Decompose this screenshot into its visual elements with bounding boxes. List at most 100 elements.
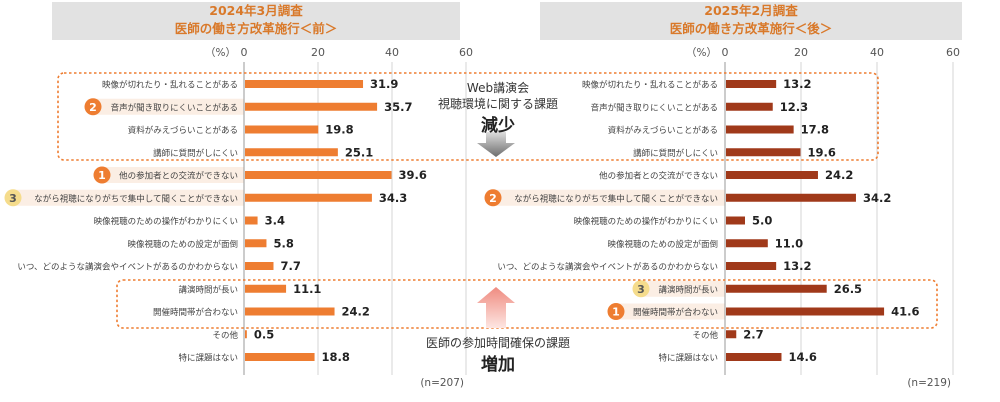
before-category-label: 映像視聴のための操作がわかりにくい	[94, 216, 238, 227]
after-value-label: 11.0	[775, 236, 803, 250]
before-value-label: 39.6	[399, 168, 427, 182]
before-category-label: 他の参加者との交流ができない	[119, 171, 238, 182]
before-rank-number: 1	[98, 169, 106, 182]
after-category-label: いつ、どのような講演会やイベントがあるのかわからない	[497, 262, 718, 273]
after-category-label: 映像視聴のための操作がわかりにくい	[574, 216, 718, 227]
after-bar	[726, 148, 801, 157]
before-category-label: いつ、どのような講演会やイベントがあるのかわからない	[17, 262, 238, 273]
after-value-label: 26.5	[834, 282, 862, 296]
after-bar	[726, 216, 745, 225]
before-value-label: 24.2	[342, 305, 370, 319]
before-value-label: 25.1	[345, 145, 373, 159]
before-value-label: 11.1	[293, 282, 321, 296]
before-value-label: 7.7	[280, 259, 300, 273]
top-issue-group-box	[57, 72, 879, 161]
after-bar	[726, 102, 773, 111]
before-value-label: 34.3	[379, 191, 407, 205]
before-row-highlight	[92, 98, 244, 115]
after-category-label: ながら視聴になりがちで集中して聞くことができない	[514, 193, 718, 204]
decrease-arrow-icon	[477, 132, 515, 157]
after-category-label: 講演時間が長い	[658, 284, 718, 295]
after-category-label: 音声が聞き取りにくいことがある	[591, 102, 718, 113]
after-bar	[726, 330, 737, 339]
before-bar	[245, 148, 338, 157]
top-annotation-line1: Web講演会	[466, 81, 530, 95]
after-row-highlight	[492, 189, 725, 206]
left-panel-header: 2024年3月調査 医師の働き方改革施行＜前＞	[52, 2, 460, 40]
before-bar	[245, 262, 274, 270]
after-rank-number: 3	[637, 283, 645, 296]
after-bar	[726, 284, 827, 293]
before-bar	[245, 171, 392, 179]
left-survey-subtitle: 医師の働き方改革施行＜前＞	[174, 21, 338, 36]
after-value-label: 19.6	[807, 145, 835, 159]
before-category-label: 特に課題はない	[178, 353, 238, 364]
after-value-label: 13.2	[783, 77, 811, 91]
before-category-label: ながら視聴になりがちで集中して聞くことができない	[34, 193, 238, 204]
before-category-label: 映像視聴のための設定が面倒	[127, 239, 238, 250]
before-category-label: 音声が聞き取りにくいことがある	[111, 102, 238, 113]
before-category-label: 開催時間帯が合わない	[153, 307, 238, 318]
right-survey-date: 2025年2月調査	[704, 3, 798, 18]
after-bar	[726, 307, 885, 316]
before-category-label: 講演時間が長い	[178, 284, 238, 295]
before-bar	[245, 193, 372, 202]
after-value-label: 12.3	[780, 100, 808, 114]
before-value-label: 0.5	[254, 327, 274, 341]
after-rank-number: 2	[489, 192, 497, 205]
after-value-label: 34.2	[863, 191, 891, 205]
after-bar	[726, 353, 782, 361]
before-bar	[245, 307, 335, 316]
before-bar	[245, 216, 258, 225]
increase-arrow-icon	[477, 287, 515, 328]
before-sample-size: (n=207)	[420, 377, 464, 389]
bottom-annotation-line1: 医師の参加時間確保の課題	[425, 336, 570, 350]
after-unit-label: （%）	[686, 47, 717, 59]
after-value-label: 2.7	[743, 327, 763, 341]
after-value-label: 14.6	[788, 350, 816, 364]
after-category-label: その他	[692, 330, 718, 341]
before-rank-badge	[4, 189, 22, 207]
bottom-issue-group-box	[116, 279, 938, 329]
top-annotation-decrease: 減少	[481, 116, 515, 136]
before-row-highlight	[12, 189, 244, 206]
before-bar	[245, 284, 287, 293]
before-tick-label: 40	[385, 46, 399, 59]
after-category-label: 特に課題はない	[658, 353, 718, 364]
before-rank-number: 3	[9, 192, 17, 205]
before-rank-badge	[93, 166, 111, 184]
after-bar	[726, 80, 777, 88]
after-rank-badge	[632, 280, 650, 298]
right-panel-header: 2025年2月調査 医師の働き方改革施行＜後＞	[540, 2, 962, 40]
before-value-label: 5.8	[273, 236, 293, 250]
after-bar	[726, 262, 777, 270]
after-tick-label: 20	[794, 46, 808, 59]
before-unit-label: （%）	[205, 47, 236, 59]
before-tick-label: 20	[311, 46, 325, 59]
before-value-label: 18.8	[322, 350, 350, 364]
before-bar	[245, 102, 378, 111]
before-value-label: 31.9	[370, 77, 398, 91]
before-category-label: 資料がみえづらいことがある	[128, 125, 238, 136]
top-annotation-line2: 視聴環境に関する課題	[437, 97, 558, 111]
after-value-label: 24.2	[825, 168, 853, 182]
after-tick-label: 60	[946, 46, 960, 59]
before-row-highlight	[101, 167, 244, 183]
bottom-annotation-increase: 増加	[481, 355, 515, 375]
after-value-label: 17.8	[801, 123, 829, 137]
after-bar	[726, 125, 794, 134]
after-bar	[726, 171, 818, 179]
right-survey-subtitle: 医師の働き方改革施行＜後＞	[669, 21, 833, 36]
before-bar	[245, 353, 315, 361]
after-bar	[726, 193, 856, 202]
before-category-label: 映像が切れたり・乱れることがある	[102, 80, 238, 91]
before-rank-badge	[84, 98, 102, 116]
before-value-label: 35.7	[384, 100, 412, 114]
after-rank-badge	[607, 303, 625, 320]
left-survey-date: 2024年3月調査	[209, 3, 303, 18]
before-category-label: 講師に質問がしにくい	[153, 148, 238, 159]
after-bar	[726, 239, 768, 248]
before-rank-number: 2	[89, 101, 97, 114]
after-category-label: 講師に質問がしにくい	[633, 148, 718, 159]
